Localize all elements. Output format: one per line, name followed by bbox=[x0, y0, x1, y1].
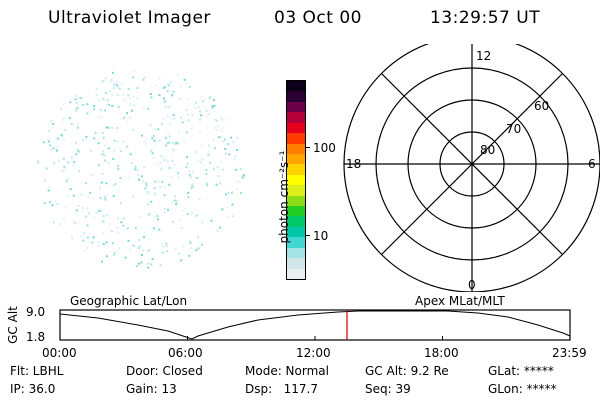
colorbar-segment bbox=[287, 195, 305, 207]
timeline-tick-0000: 00:00 bbox=[42, 346, 77, 360]
colorbar-segment bbox=[287, 174, 305, 186]
status-seq: Seq: 39 bbox=[365, 382, 411, 396]
colorbar-segment bbox=[287, 258, 305, 269]
time-display: 13:29:57 UT bbox=[430, 8, 541, 28]
timeline-ticks bbox=[187, 336, 443, 340]
status-gc-alt: GC Alt: 9.2 Re bbox=[365, 364, 449, 378]
timeline-altitude-curve bbox=[59, 310, 571, 340]
timeline-y-top: 9.0 bbox=[26, 305, 46, 319]
colorbar-segment bbox=[287, 91, 305, 102]
timeline-left-label: Geographic Lat/Lon bbox=[70, 294, 188, 308]
colorbar-segment bbox=[287, 216, 305, 227]
uv-image-speckles bbox=[36, 69, 246, 269]
timeline-tick-0600: 06:00 bbox=[168, 346, 203, 360]
status-filter: Flt: LBHL bbox=[10, 364, 64, 378]
polar-lat-80: 80 bbox=[480, 143, 495, 157]
colorbar-tick-100 bbox=[305, 147, 310, 148]
colorbar-segment bbox=[287, 101, 305, 113]
timeline-y-bottom: 1.8 bbox=[26, 330, 46, 344]
polar-label-0: 0 bbox=[468, 278, 476, 292]
app-title: Ultraviolet Imager bbox=[48, 8, 211, 28]
date-display: 03 Oct 00 bbox=[274, 8, 362, 28]
polar-label-18: 18 bbox=[346, 157, 361, 171]
timeline-plot bbox=[59, 309, 571, 341]
timeline-tick-1800: 18:00 bbox=[424, 346, 459, 360]
polar-label-6: 6 bbox=[588, 157, 596, 171]
polar-diagonal-b bbox=[381, 73, 563, 255]
colorbar-segment bbox=[287, 112, 305, 123]
timeline-right-label: Apex MLat/MLT bbox=[415, 294, 505, 308]
status-dsp: Dsp: 117.7 bbox=[245, 382, 318, 396]
polar-lat-70: 70 bbox=[506, 122, 521, 136]
status-mode: Mode: Normal bbox=[245, 364, 329, 378]
colorbar-segment bbox=[287, 247, 305, 259]
colorbar-tick-10 bbox=[305, 235, 310, 236]
colorbar-label-100: 100 bbox=[313, 141, 336, 155]
colorbar-segment bbox=[287, 153, 305, 165]
timeline-axis-label: GC Alt bbox=[6, 306, 20, 344]
status-ip: IP: 36.0 bbox=[10, 382, 56, 396]
colorbar-segment bbox=[287, 268, 305, 279]
status-door: Door: Closed bbox=[126, 364, 203, 378]
colorbar-unit-label: photon cm⁻²s⁻¹ bbox=[277, 150, 291, 244]
timeline-tick-2359: 23:59 bbox=[552, 346, 587, 360]
timeline-tick-1200: 12:00 bbox=[296, 346, 331, 360]
colorbar-segment bbox=[287, 164, 305, 175]
colorbar-label-10: 10 bbox=[313, 229, 329, 243]
polar-plot: 12 0 18 6 60 70 80 bbox=[343, 44, 600, 292]
status-gain: Gain: 13 bbox=[126, 382, 177, 396]
colorbar-segment bbox=[287, 80, 305, 92]
uv-image-canvas bbox=[36, 69, 246, 269]
polar-label-12: 12 bbox=[476, 49, 491, 63]
polar-lat-60: 60 bbox=[534, 99, 549, 113]
colorbar-segment bbox=[287, 206, 305, 217]
colorbar-segment bbox=[287, 185, 305, 196]
colorbar-segment bbox=[287, 143, 305, 154]
colorbar-segment bbox=[287, 237, 305, 248]
colorbar-segment bbox=[287, 226, 305, 238]
colorbar-segment bbox=[287, 122, 305, 134]
status-glat: GLat: ***** bbox=[488, 364, 554, 378]
colorbar-segment bbox=[287, 133, 305, 144]
colorbar bbox=[286, 80, 306, 280]
status-glon: GLon: ***** bbox=[488, 382, 557, 396]
